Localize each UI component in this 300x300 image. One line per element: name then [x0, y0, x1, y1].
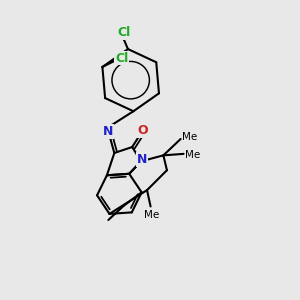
Text: Me: Me	[182, 132, 197, 142]
Text: N: N	[137, 153, 147, 166]
Text: N: N	[103, 125, 114, 138]
Text: O: O	[137, 124, 148, 137]
Text: Me: Me	[185, 150, 200, 160]
Text: Me: Me	[144, 210, 159, 220]
Text: Cl: Cl	[117, 26, 130, 39]
Text: Cl: Cl	[115, 52, 128, 64]
